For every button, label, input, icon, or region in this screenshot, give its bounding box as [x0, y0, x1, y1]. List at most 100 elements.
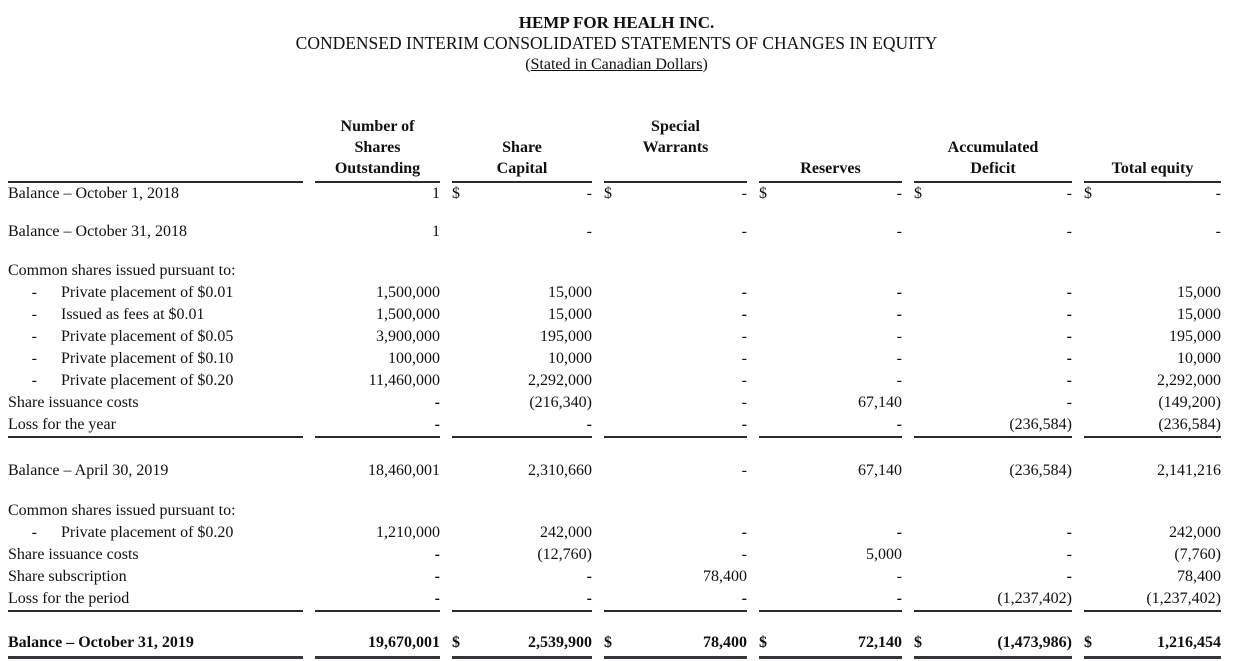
- title-block: HEMP FOR HEALH INC. CONDENSED INTERIM CO…: [0, 0, 1233, 75]
- bullet-dash: -: [31, 372, 37, 389]
- cell-accumulated-deficit: -: [1066, 546, 1072, 563]
- cell-reserves: -: [896, 223, 902, 240]
- changes-in-equity-table: Number of Shares Outstanding Share Capital Sp…: [0, 116, 1233, 661]
- col-header-label: [8, 116, 303, 183]
- table-row: - Private placement of $0.05 3,900,000 195,…: [8, 326, 1221, 348]
- cell-total-equity: (149,200): [1158, 394, 1221, 411]
- cell-accumulated-deficit: -: [1066, 223, 1072, 240]
- cell-reserves: -: [759, 414, 902, 438]
- bullet-dash: -: [31, 328, 37, 345]
- cell-share-capital: $ -: [452, 185, 592, 202]
- row-label-text: Issued as fees at $0.01: [61, 306, 205, 323]
- row-label: - Private placement of $0.01: [8, 282, 303, 304]
- cell-shares-outstanding: 1,500,000: [376, 284, 440, 301]
- bullet-dash: -: [31, 284, 37, 301]
- spacer-cell: [8, 482, 1221, 500]
- cell-shares-outstanding: 18,460,001: [368, 462, 440, 479]
- row-label-text: Private placement of $0.05: [61, 328, 234, 345]
- row-label-text: Private placement of $0.01: [61, 284, 234, 301]
- cell-special-warrants: -: [604, 588, 747, 612]
- cell-special-warrants: -: [741, 306, 747, 323]
- cell-total-equity: $1,216,454: [1084, 626, 1221, 659]
- cell-share-capital: 242,000: [540, 524, 592, 541]
- cell-reserves: -: [759, 588, 902, 612]
- cell-total-equity: 242,000: [1169, 524, 1221, 541]
- cell-reserves: -: [896, 350, 902, 367]
- spacer-cell: [8, 243, 1221, 260]
- cell-accumulated-deficit: -: [1066, 372, 1072, 389]
- table-body: Balance – October 1, 2018 1 $ - $ - $ - $ - $ - Bala…: [8, 183, 1221, 661]
- cell-share-capital: (216,340): [529, 394, 592, 411]
- cell-reserves: -: [896, 306, 902, 323]
- table-row: Balance – April 30, 2019 18,460,001 2,310,…: [8, 460, 1221, 482]
- cell-reserves: $ -: [759, 185, 902, 202]
- cell-total-equity: 2,141,216: [1157, 462, 1221, 479]
- dollar-sign: $: [759, 634, 767, 651]
- table-header: Number of Shares Outstanding Share Capital Sp…: [8, 116, 1221, 183]
- cell-share-capital: -: [586, 568, 592, 585]
- cell-share-capital: 2,292,000: [528, 372, 592, 389]
- cell-total-equity: (236,584): [1084, 414, 1221, 438]
- cell-shares-outstanding: 11,460,000: [368, 372, 440, 389]
- spacer-row: [8, 438, 1221, 460]
- cell-share-capital: -: [452, 588, 592, 612]
- cell-shares-outstanding: -: [434, 394, 440, 411]
- cell-special-warrants: -: [741, 524, 747, 541]
- spacer-row: [8, 482, 1221, 500]
- row-label: Share issuance costs: [8, 394, 139, 411]
- table-row: Balance – October 31, 2019 19,670,001 $2,5…: [8, 626, 1221, 659]
- cell-share-capital: 15,000: [548, 306, 592, 323]
- col-header-reserves: Reserves: [759, 116, 902, 183]
- cell-total-equity: 78,400: [1177, 568, 1221, 585]
- cell-share-capital: 15,000: [548, 284, 592, 301]
- row-label: Loss for the period: [8, 588, 303, 612]
- table-row: - Private placement of $0.20 11,460,000 2,2…: [8, 370, 1221, 392]
- table-row: Share issuance costs - (12,760) - 5,000 - (7,7…: [8, 544, 1221, 566]
- cell-special-warrants: -: [741, 350, 747, 367]
- row-label-text: Private placement of $0.10: [61, 350, 234, 367]
- cell-special-warrants: -: [741, 546, 747, 563]
- table-row: Share issuance costs - (216,340) - 67,140 - (1…: [8, 392, 1221, 414]
- spacer-row: [8, 243, 1221, 260]
- cell-accumulated-deficit: (1,237,402): [914, 588, 1072, 612]
- cell-shares-outstanding: 100,000: [388, 350, 440, 367]
- cell-reserves: 5,000: [866, 546, 902, 563]
- statement-title: CONDENSED INTERIM CONSOLIDATED STATEMENT…: [295, 33, 938, 53]
- cell-accumulated-deficit: -: [1066, 350, 1072, 367]
- cell-accumulated-deficit: -: [1066, 284, 1072, 301]
- cell-reserves: -: [896, 568, 902, 585]
- dollar-sign: $: [604, 185, 612, 202]
- col-header-shares-outstanding: Number of Shares Outstanding: [315, 116, 440, 183]
- cell-shares-outstanding: 19,670,001: [315, 626, 440, 659]
- cell-shares-outstanding: 1,210,000: [376, 524, 440, 541]
- dollar-sign: $: [914, 634, 922, 651]
- section-row: Common shares issued pursuant to:: [8, 260, 1221, 282]
- table-row: - Private placement of $0.10 100,000 10,000…: [8, 348, 1221, 370]
- cell-total-equity: 15,000: [1177, 284, 1221, 301]
- cell-share-capital: 10,000: [548, 350, 592, 367]
- currency-note-close: ): [702, 56, 708, 73]
- spacer-row: [8, 612, 1221, 626]
- cell-reserves: -: [896, 328, 902, 345]
- cell-special-warrants: $ -: [604, 185, 747, 202]
- cell-reserves: -: [896, 524, 902, 541]
- dollar-sign: $: [1084, 185, 1092, 202]
- cell-reserves: $72,140: [759, 626, 902, 659]
- cell-total-equity: 195,000: [1169, 328, 1221, 345]
- bullet-dash: -: [31, 524, 37, 541]
- company-name: HEMP FOR HEALH INC.: [518, 13, 715, 32]
- section-label: Common shares issued pursuant to:: [8, 262, 236, 279]
- cell-accumulated-deficit: -: [1066, 394, 1072, 411]
- spacer-cell: [8, 612, 1221, 626]
- cell-total-equity: -: [1215, 223, 1221, 240]
- cell-total-equity: 2,292,000: [1157, 372, 1221, 389]
- cell-accumulated-deficit: $ -: [914, 185, 1072, 202]
- row-label: Share subscription: [8, 568, 127, 585]
- dollar-sign: $: [604, 634, 612, 651]
- row-label: - Private placement of $0.10: [8, 348, 303, 370]
- table-row: Share subscription - - 78,400 - - 78,400: [8, 566, 1221, 588]
- cell-total-equity: (1,237,402): [1084, 588, 1221, 612]
- cell-accumulated-deficit: -: [1066, 524, 1072, 541]
- cell-special-warrants: -: [741, 462, 747, 479]
